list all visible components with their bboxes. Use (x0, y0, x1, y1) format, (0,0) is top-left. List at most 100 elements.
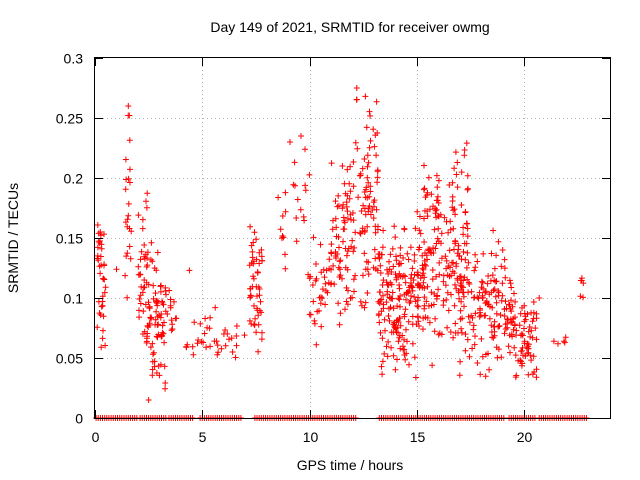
data-point (330, 262, 337, 269)
data-point (147, 315, 154, 322)
data-point (309, 282, 316, 288)
data-point (183, 344, 190, 351)
data-point (336, 258, 343, 265)
data-point (397, 303, 403, 310)
data-point (146, 303, 153, 310)
data-point (222, 342, 229, 349)
data-point (488, 329, 495, 335)
data-point (360, 272, 366, 279)
data-point (411, 251, 418, 258)
data-point (493, 310, 500, 317)
data-point (313, 341, 320, 348)
data-point (474, 360, 481, 366)
data-point (455, 287, 462, 294)
data-point (98, 303, 105, 310)
data-point (374, 168, 381, 175)
data-point (97, 270, 104, 277)
data-point (401, 291, 408, 298)
data-point (358, 208, 365, 214)
data-point (426, 246, 433, 253)
data-point (122, 272, 129, 279)
data-point (364, 174, 371, 181)
y-tick-label: 0.05 (56, 351, 83, 367)
data-point (255, 284, 262, 291)
data-point (577, 293, 584, 300)
data-point (505, 301, 512, 308)
data-point (341, 219, 348, 226)
x-tick-label: 0 (92, 429, 100, 445)
data-point (158, 311, 165, 317)
data-point (417, 230, 424, 237)
data-point (101, 289, 108, 296)
data-point (189, 343, 196, 350)
data-point (152, 321, 159, 328)
data-point (362, 299, 369, 306)
data-point (340, 214, 347, 221)
data-point (489, 272, 496, 279)
data-point (341, 180, 348, 187)
data-point (395, 329, 401, 336)
data-point (95, 238, 102, 245)
data-point (485, 273, 492, 279)
data-point (143, 263, 150, 270)
data-point (151, 363, 158, 370)
data-point (143, 204, 150, 211)
data-point (471, 341, 478, 348)
data-point (451, 302, 458, 309)
data-point (408, 280, 415, 286)
data-point (445, 229, 452, 236)
data-point (364, 223, 371, 230)
data-point (123, 253, 130, 260)
data-point (466, 319, 473, 326)
data-point (158, 282, 164, 289)
data-point (247, 223, 254, 230)
data-point (462, 347, 469, 354)
data-point (332, 253, 339, 259)
data-point (372, 266, 379, 272)
data-point (468, 312, 475, 319)
data-point (94, 252, 101, 259)
data-point (507, 280, 514, 287)
data-point (306, 311, 313, 318)
data-point (414, 313, 421, 320)
data-point (516, 322, 523, 329)
data-point (469, 345, 476, 352)
data-point (445, 307, 452, 314)
data-point (420, 186, 427, 193)
data-point (122, 219, 129, 226)
data-point (137, 256, 144, 263)
data-point (477, 371, 484, 378)
data-point (144, 190, 151, 197)
data-point (466, 353, 473, 360)
y-tick-label: 0.1 (64, 291, 84, 307)
data-point (135, 263, 142, 270)
data-point (126, 112, 133, 119)
data-point (432, 315, 439, 322)
data-point (141, 242, 148, 248)
data-point (499, 280, 506, 287)
data-point (139, 225, 146, 232)
data-point (465, 185, 471, 192)
data-point (162, 385, 169, 392)
data-point (94, 324, 101, 331)
data-point (341, 226, 348, 233)
data-point (101, 276, 108, 283)
data-point (385, 313, 392, 319)
data-point (347, 163, 354, 170)
data-point (452, 237, 459, 244)
x-tick-label: 5 (199, 429, 207, 445)
data-point (259, 329, 265, 336)
data-point (435, 286, 442, 293)
data-point (479, 295, 486, 301)
data-point (420, 266, 427, 273)
data-point (446, 182, 453, 188)
data-point (533, 310, 540, 317)
data-point (139, 289, 146, 296)
data-point (417, 213, 423, 220)
data-point (411, 271, 418, 278)
data-point (251, 321, 257, 328)
data-point (501, 330, 508, 337)
data-point (361, 304, 368, 311)
data-point (336, 321, 343, 328)
data-point (452, 149, 459, 156)
